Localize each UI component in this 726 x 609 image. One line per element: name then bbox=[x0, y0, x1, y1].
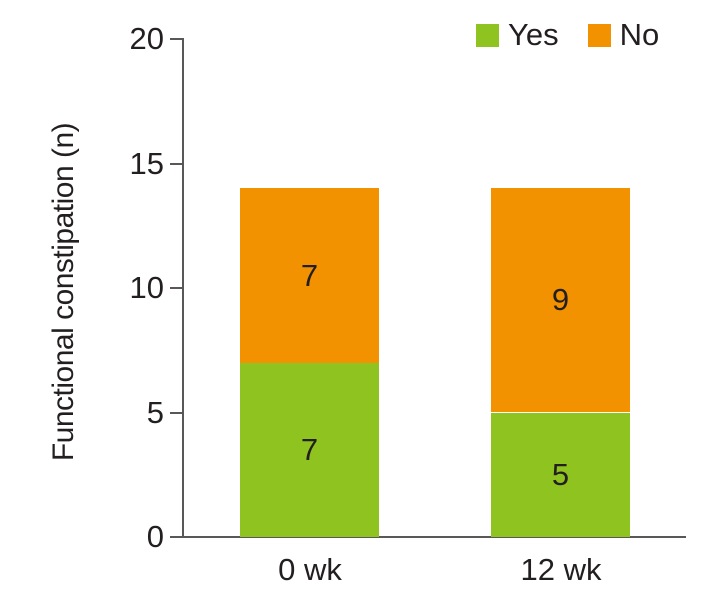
legend-label: No bbox=[619, 17, 660, 52]
y-axis-tick-label: 15 bbox=[129, 146, 164, 181]
bar-segment bbox=[240, 362, 379, 537]
bar-value-label: 7 bbox=[300, 258, 319, 293]
y-axis-tick-label: 10 bbox=[129, 270, 164, 305]
bar-segment bbox=[240, 188, 379, 363]
bar-segment bbox=[491, 412, 630, 537]
legend-item: No bbox=[587, 17, 660, 53]
y-axis-tick-label: 0 bbox=[146, 519, 164, 554]
legend-color-swatch bbox=[476, 23, 499, 47]
y-axis-tick bbox=[170, 412, 184, 414]
x-axis-category-label: 12 wk bbox=[520, 552, 602, 587]
legend: Yes No bbox=[476, 17, 659, 53]
bar-value-label: 9 bbox=[551, 282, 570, 317]
y-axis-tick bbox=[170, 287, 184, 289]
bar-value-label: 5 bbox=[551, 457, 570, 492]
y-axis-tick-label: 5 bbox=[146, 395, 164, 430]
bar-segment bbox=[491, 188, 630, 413]
legend-label: Yes bbox=[508, 17, 559, 52]
legend-item: Yes bbox=[476, 17, 559, 53]
x-axis-line bbox=[182, 536, 686, 538]
bar-value-label: 7 bbox=[300, 432, 319, 467]
y-axis-tick-label: 20 bbox=[129, 21, 164, 56]
y-axis-tick bbox=[170, 163, 184, 165]
y-axis-title: Functional constipation (n) bbox=[47, 122, 80, 462]
legend-color-swatch bbox=[587, 23, 611, 47]
y-axis-tick bbox=[170, 38, 184, 40]
y-axis-tick bbox=[170, 536, 184, 538]
x-axis-category-label: 0 wk bbox=[278, 552, 342, 587]
